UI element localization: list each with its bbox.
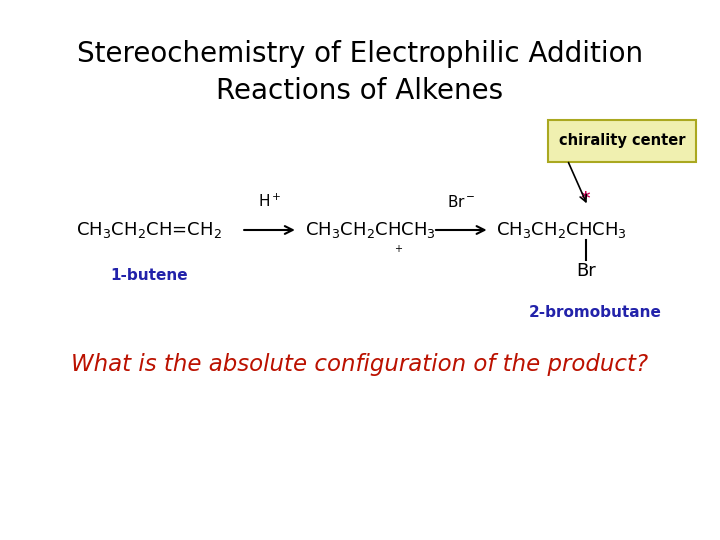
Text: Stereochemistry of Electrophilic Addition
Reactions of Alkenes: Stereochemistry of Electrophilic Additio… bbox=[77, 40, 643, 105]
Text: *: * bbox=[581, 190, 590, 208]
Text: 2-bromobutane: 2-bromobutane bbox=[529, 305, 662, 320]
Text: What is the absolute configuration of the product?: What is the absolute configuration of th… bbox=[71, 354, 649, 376]
Text: CH$_3$CH$_2$CH=CH$_2$: CH$_3$CH$_2$CH=CH$_2$ bbox=[76, 220, 222, 240]
Text: CH$_3$CH$_2$CHCH$_3$: CH$_3$CH$_2$CHCH$_3$ bbox=[305, 220, 436, 240]
Text: CH$_3$CH$_2$CHCH$_3$: CH$_3$CH$_2$CHCH$_3$ bbox=[496, 220, 627, 240]
Text: 1-butene: 1-butene bbox=[110, 268, 188, 283]
Text: H$^+$: H$^+$ bbox=[258, 193, 282, 210]
FancyBboxPatch shape bbox=[548, 120, 696, 162]
Text: Br$^-$: Br$^-$ bbox=[447, 194, 476, 210]
Text: $^+$: $^+$ bbox=[392, 244, 403, 258]
Text: chirality center: chirality center bbox=[559, 133, 685, 148]
Text: Br: Br bbox=[576, 262, 595, 280]
